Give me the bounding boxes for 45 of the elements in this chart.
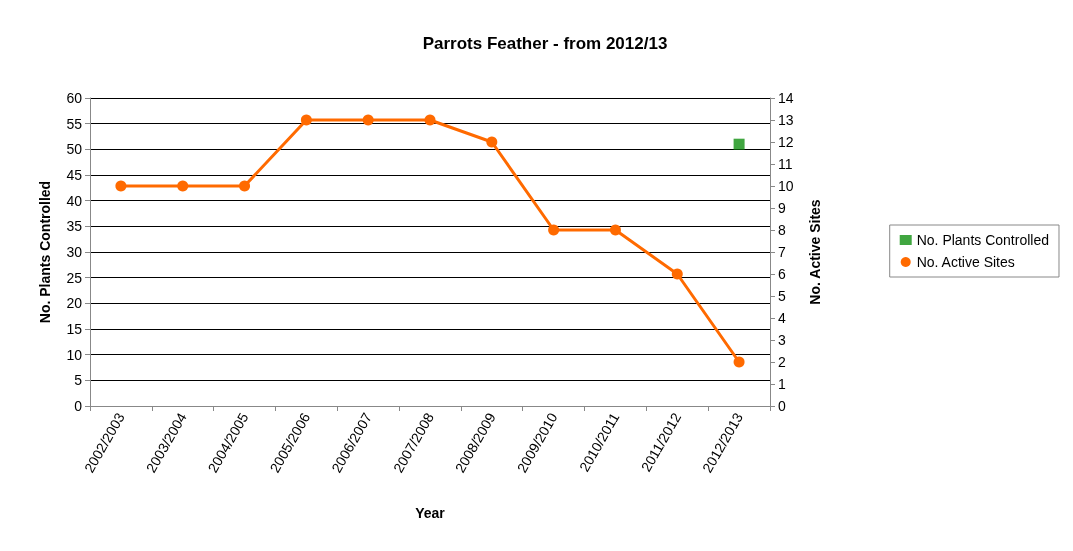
- y-tick-label: 55: [66, 115, 83, 132]
- y2-axis-title: No. Active Sites: [807, 199, 823, 305]
- y2-tick-label: 5: [778, 288, 786, 304]
- y-tick-label: 40: [66, 192, 83, 209]
- y-tick-label: 15: [66, 321, 83, 337]
- y2-tick-label: 3: [778, 332, 786, 348]
- y-tick-label: 25: [66, 269, 83, 286]
- y-tick-label: 35: [66, 218, 83, 235]
- point: [671, 268, 683, 280]
- y2-tick-label: 12: [778, 134, 794, 150]
- y2-tick-label: 13: [778, 112, 794, 128]
- point: [486, 136, 498, 148]
- chart-title: Parrots Feather - from 2012/13: [422, 34, 668, 53]
- y-tick-label: 50: [66, 141, 83, 158]
- y2-tick-label: 6: [778, 266, 786, 282]
- point: [424, 114, 436, 126]
- y2-tick-label: 14: [778, 90, 794, 106]
- point: [239, 180, 251, 192]
- point: [115, 180, 127, 192]
- y2-tick-label: 1: [778, 376, 786, 392]
- legend-label: No. Plants Controlled: [916, 232, 1050, 248]
- y2-tick-label: 11: [778, 156, 793, 172]
- y-tick-label: 0: [74, 398, 83, 414]
- y-tick-label: 20: [66, 295, 83, 312]
- y-tick-label: 30: [66, 244, 83, 260]
- point: [300, 114, 312, 126]
- y-tick-label: 60: [66, 90, 83, 106]
- y2-tick-label: 0: [778, 398, 786, 414]
- y-tick-label: 45: [66, 167, 83, 183]
- y2-tick-label: 10: [778, 178, 794, 194]
- y2-tick-label: 2: [778, 354, 786, 370]
- point: [733, 356, 745, 368]
- point: [548, 224, 560, 236]
- y-axis-title: No. Plants Controlled: [37, 180, 53, 324]
- legend-label: No. Active Sites: [916, 254, 1015, 270]
- point: [177, 180, 189, 192]
- y-tick-label: 10: [66, 346, 83, 363]
- point: [362, 114, 374, 126]
- y-tick-label: 5: [74, 372, 83, 389]
- point: [609, 224, 621, 236]
- y2-tick-label: 7: [778, 244, 786, 260]
- y2-tick-label: 4: [778, 310, 786, 326]
- x-axis-title: Year: [415, 505, 446, 521]
- y2-tick-label: 8: [778, 222, 786, 238]
- y2-tick-label: 9: [778, 200, 786, 216]
